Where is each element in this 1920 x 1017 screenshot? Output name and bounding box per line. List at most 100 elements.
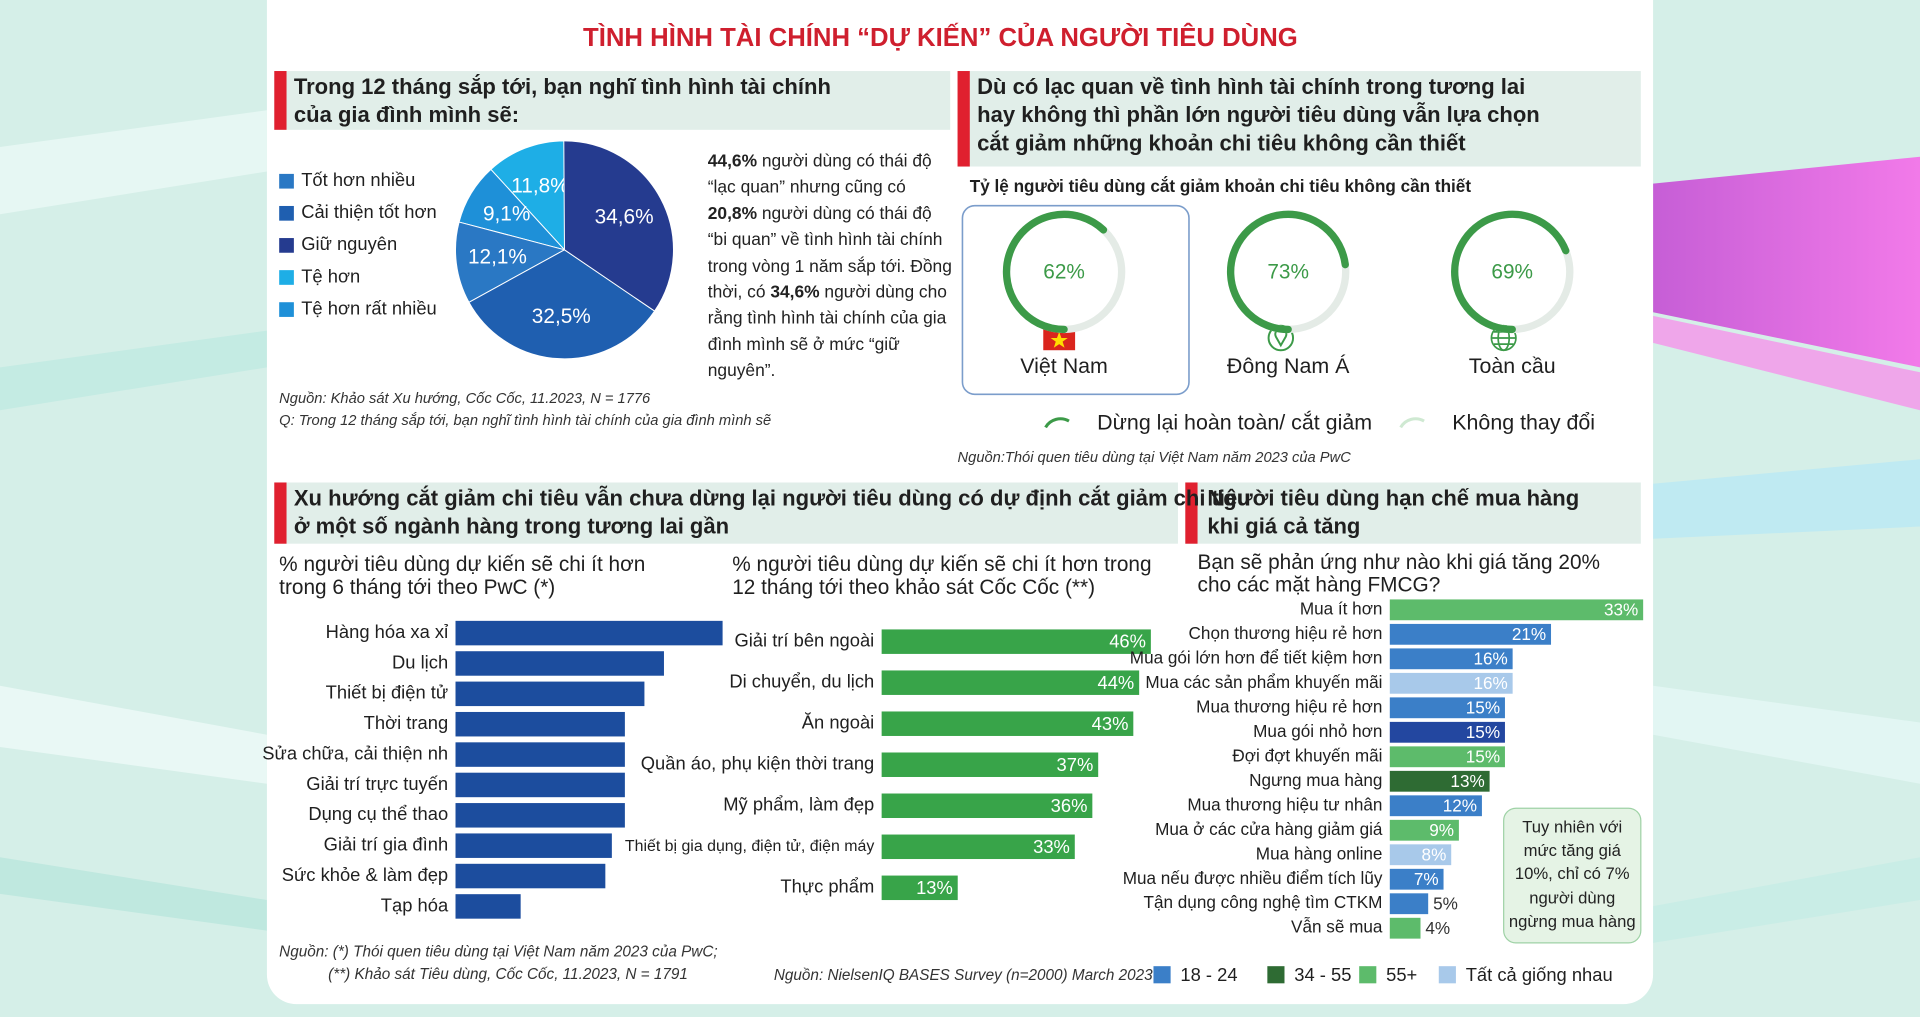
value-label: 33% (1033, 836, 1070, 857)
value-label: 15% (1466, 698, 1500, 718)
legend-label: Không thay đổi (1452, 410, 1595, 434)
bar (455, 772, 625, 798)
value-label: 33% (1604, 600, 1638, 620)
legend-label: Tệ hơn rất nhiều (301, 297, 437, 318)
gauge-arc (1002, 210, 1108, 334)
chart-subtitle: Tỷ lệ người tiêu dùng cắt giảm khoản chi… (970, 176, 1472, 196)
bar (1389, 819, 1459, 841)
category-label: Thời trang (364, 712, 448, 733)
annotation-box: Tuy nhiên với mức tăng giá 10%, chỉ có 7… (1508, 818, 1636, 931)
bar (1389, 770, 1490, 792)
category-label: Tận dụng công nghệ tìm CTKM (1144, 892, 1383, 912)
value-label: 16% (1473, 673, 1507, 693)
bar (455, 711, 625, 737)
category-label: Vẫn sẽ mua (1291, 917, 1383, 937)
legend-swatch (1359, 966, 1377, 984)
annotation: Tuy nhiên với mức tăng giá 10%, chỉ có 7… (1508, 818, 1636, 931)
legend-label: Cải thiện tốt hơn (301, 201, 437, 222)
bar (455, 742, 625, 767)
section-heading: Xu hướng cắt giảm chi tiêu vẫn chưa dừng… (294, 485, 1251, 510)
category-label: Sửa chữa, cải thiện nh (262, 742, 448, 763)
bar (455, 863, 606, 889)
value-label: 9% (1429, 820, 1454, 840)
paragraph: 44,6% người dùng có thái độ “lạc quan” n… (708, 149, 955, 382)
value-label: 44% (1098, 672, 1135, 693)
heading-bg (274, 71, 951, 130)
legend-label: Dừng lại hoàn toàn/ cắt giảm (1097, 409, 1372, 434)
bar (1389, 868, 1444, 890)
bar (881, 752, 1099, 777)
paragraph-text: người dùng có thái độ “lạc quan” nhưng c… (707, 151, 932, 198)
bar (455, 894, 521, 919)
paragraph-highlight: 44,6% (707, 151, 758, 172)
slice-label: 12,1% (468, 246, 527, 269)
legend-swatch (1153, 966, 1171, 984)
legend-label: Tất cả giống nhau (1466, 964, 1613, 985)
category-label: Hàng hóa xa xỉ (326, 621, 448, 642)
legend-swatch (279, 270, 294, 285)
gauge-arc (1451, 210, 1570, 334)
category-label: Sức khỏe & làm đẹp (282, 864, 448, 885)
legend-arc (1044, 417, 1070, 429)
bar (1389, 795, 1482, 817)
flag-icon (1043, 328, 1076, 351)
legend-swatch (279, 302, 294, 317)
legend-label: Tệ hơn (301, 265, 360, 286)
chart-title: 12 tháng tới theo khảo sát Cốc Cốc (**) (732, 576, 1095, 599)
legend-swatch (279, 205, 294, 221)
category-label: Đợi đợt khuyến mãi (1232, 745, 1382, 765)
bar (1389, 599, 1644, 621)
bar (881, 793, 1093, 819)
bar (881, 629, 1151, 654)
bar (1389, 893, 1429, 915)
value-label: 36% (1051, 795, 1088, 816)
legend-label: Tốt hơn nhiều (301, 169, 415, 190)
pie-slice (563, 140, 674, 312)
category-label: Giải trí bên ngoài (734, 630, 874, 651)
bar (455, 803, 625, 828)
bar (455, 651, 664, 676)
heading-bg (1185, 482, 1641, 544)
category-label: Du lịch (392, 651, 448, 672)
heading-accent (957, 71, 970, 167)
section-heading: của gia đình mình sẽ: (294, 102, 519, 127)
value-label: 15% (1466, 722, 1500, 742)
category-label: Mua các sản phẩm khuyến mãi (1145, 672, 1382, 692)
bar (881, 670, 1140, 695)
legend-arc (1399, 417, 1425, 429)
slice-label: 9,1% (483, 202, 530, 225)
bar (881, 875, 958, 901)
gauge-label: Đông Nam Á (1227, 353, 1350, 378)
paragraph-text: người dùng cho rằng tình hình tài chính … (707, 282, 947, 382)
legend-label: 18 - 24 (1180, 964, 1237, 985)
value-label: 21% (1512, 624, 1546, 644)
section-heading: ở một số ngành hàng trong tương lai gần (294, 514, 729, 539)
heading-accent (274, 71, 287, 130)
heading-bg (957, 71, 1641, 167)
chart-title: trong 6 tháng tới theo PwC (*) (279, 576, 555, 599)
category-label: Quần áo, phụ kiện thời trang (641, 753, 875, 774)
bar (455, 620, 723, 646)
category-label: Di chuyển, du lịch (729, 671, 874, 692)
category-label: Thiết bị điện tử (326, 682, 449, 703)
category-label: Mua thương hiệu tư nhân (1187, 794, 1382, 814)
category-label: Tạp hóa (381, 894, 449, 915)
bar (1389, 672, 1513, 694)
bar (1389, 721, 1505, 743)
bar (455, 681, 645, 707)
bar (1389, 746, 1505, 768)
value-label: 43% (1092, 713, 1129, 734)
chart-title: cho các mặt hàng FMCG? (1198, 573, 1441, 596)
heading-accent (274, 482, 287, 544)
section-heading: cắt giảm những khoản chi tiêu không cần … (977, 130, 1466, 155)
paragraph-text: người dùng có thái độ “bi quan” về tình … (707, 204, 952, 303)
section-heading: khi giá cả tăng (1207, 514, 1360, 539)
legend-label: 34 - 55 (1294, 964, 1351, 985)
heading-accent (1185, 482, 1198, 544)
value-label: 5% (1433, 893, 1458, 913)
slice-label: 11,8% (511, 174, 568, 197)
value-label: 46% (1109, 631, 1146, 652)
legend-label: 55+ (1386, 964, 1417, 985)
value-label: 12% (1443, 796, 1477, 816)
